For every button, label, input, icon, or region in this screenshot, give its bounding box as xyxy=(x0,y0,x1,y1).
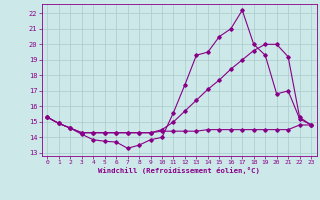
X-axis label: Windchill (Refroidissement éolien,°C): Windchill (Refroidissement éolien,°C) xyxy=(98,167,260,174)
